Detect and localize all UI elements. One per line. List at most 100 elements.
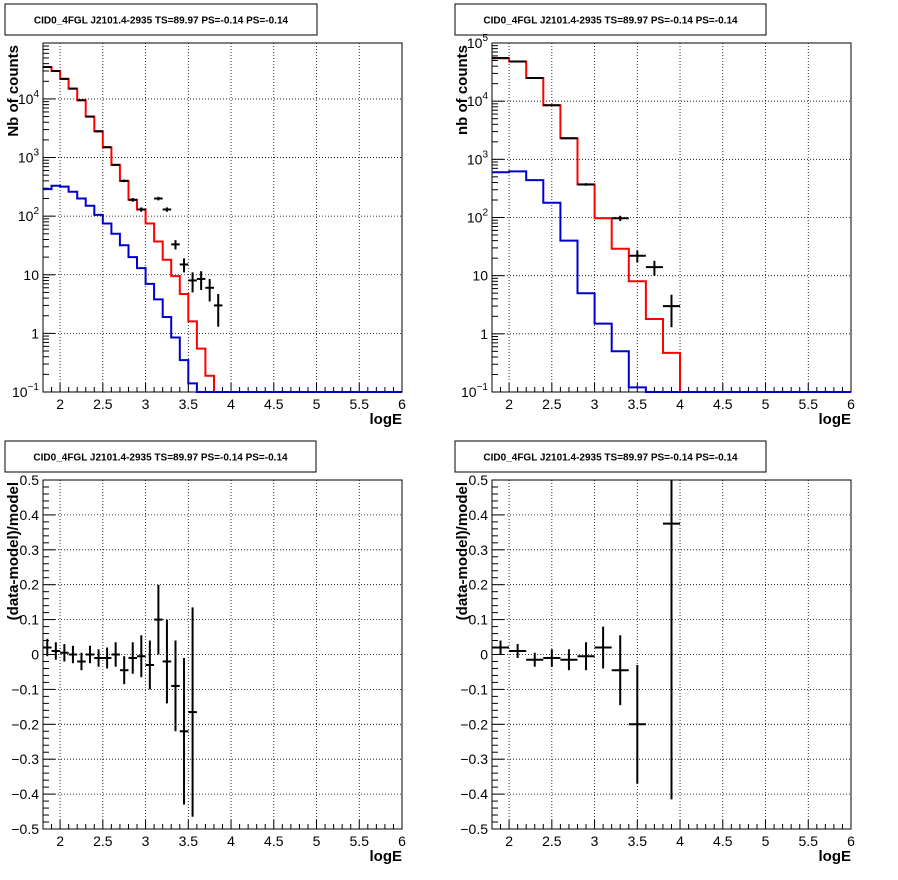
x-tick-label: 6: [398, 396, 406, 412]
data-point: [60, 644, 69, 661]
x-tick-label: 2: [505, 833, 513, 849]
data-point: [120, 180, 129, 183]
y-tick-label: 0: [480, 647, 488, 663]
y-tick-label: 102: [18, 206, 40, 224]
y-tick-label: −0.1: [11, 681, 39, 697]
data-point: [560, 649, 577, 670]
x-tick-label: 5.5: [799, 833, 819, 849]
x-tick-label: 3.5: [179, 833, 199, 849]
data-point: [560, 138, 577, 139]
data-point: [86, 646, 95, 663]
plot-frame: [492, 43, 851, 392]
data-point: [137, 635, 146, 677]
data-point: [188, 272, 197, 292]
data-point: [43, 639, 52, 656]
data-point: [612, 216, 629, 221]
data-point: [120, 656, 129, 684]
data-point: [180, 658, 189, 805]
chart-title: CID0_4FGL J2101.4-2935 TS=89.97 PS=-0.14…: [33, 453, 288, 464]
y-tick-label: 0.4: [469, 507, 489, 523]
x-tick-label: 5: [762, 833, 770, 849]
y-tick-label: 102: [467, 208, 489, 226]
y-tick-label-exponent: 2: [33, 206, 39, 217]
y-tick-label: 10−1: [461, 382, 488, 400]
y-tick-label: 0: [31, 647, 39, 663]
chart-panel-2: CID0_4FGL J2101.4-2935 TS=89.97 PS=-0.14…: [454, 4, 855, 428]
data-point: [595, 627, 612, 669]
data-point: [171, 240, 180, 249]
x-tick-label: 5: [313, 396, 321, 412]
data-point: [577, 642, 594, 670]
data-point: [146, 641, 155, 690]
data-point: [629, 665, 646, 784]
chart-title: CID0_4FGL J2101.4-2935 TS=89.97 PS=-0.14…: [34, 16, 289, 27]
x-tick-label: 3: [142, 833, 150, 849]
y-tick-label: 10−1: [12, 382, 39, 400]
data-point: [137, 207, 146, 211]
x-tick-label: 4: [227, 396, 235, 412]
y-tick-label-exponent: −1: [28, 382, 40, 393]
data-point: [163, 207, 172, 211]
x-tick-label: 3: [591, 833, 599, 849]
y-tick-label: −0.2: [11, 716, 39, 732]
data-point: [543, 649, 560, 666]
data-points: [492, 58, 680, 327]
chart-panel-4: CID0_4FGL J2101.4-2935 TS=89.97 PS=-0.14…: [454, 441, 855, 865]
y-tick-label: 103: [18, 148, 40, 166]
y-tick-label: 1: [480, 326, 488, 342]
y-axis-label: (data-model)/model: [5, 482, 22, 620]
component-model-histogram: [43, 186, 402, 392]
data-point: [205, 279, 214, 302]
y-tick-label: 0.1: [20, 612, 40, 628]
component-model-histogram: [492, 171, 851, 392]
data-point: [77, 653, 86, 670]
x-tick-label: 2.5: [93, 833, 113, 849]
x-tick-label: 4: [676, 833, 684, 849]
chart-panel-3: CID0_4FGL J2101.4-2935 TS=89.97 PS=-0.14…: [5, 441, 406, 865]
x-tick-label: 5: [762, 396, 770, 412]
x-tick-label: 4.5: [264, 833, 284, 849]
data-point: [77, 100, 86, 101]
y-tick-label: 0.3: [20, 542, 40, 558]
x-tick-label: 3.5: [628, 833, 648, 849]
data-point: [111, 164, 120, 166]
y-tick-label-base: 10: [18, 208, 34, 224]
data-point: [163, 620, 172, 704]
data-point: [629, 251, 646, 263]
y-tick-label: 0.1: [469, 612, 489, 628]
y-tick-label-base: 10: [18, 150, 34, 166]
y-tick-label-exponent: 4: [33, 89, 39, 100]
y-tick-label: 1: [31, 325, 39, 341]
y-tick-label-exponent: 5: [482, 33, 488, 44]
data-points: [492, 480, 680, 799]
data-point: [543, 105, 560, 106]
x-tick-label: 4: [676, 396, 684, 412]
y-tick-label: −0.2: [460, 716, 488, 732]
data-point: [128, 198, 137, 202]
data-point: [612, 635, 629, 705]
x-axis-label: logE: [819, 411, 852, 428]
data-point: [128, 642, 137, 673]
x-tick-label: 6: [847, 396, 855, 412]
data-points: [43, 585, 197, 817]
y-tick-label-exponent: 2: [482, 208, 488, 219]
x-axis-label: logE: [819, 848, 852, 865]
y-tick-label-exponent: 3: [33, 148, 39, 159]
y-tick-label: −0.4: [11, 786, 39, 802]
y-tick-label: −0.3: [460, 751, 488, 767]
data-points: [43, 67, 223, 327]
plot-frame: [43, 43, 402, 392]
y-axis-label: (data-model)/model: [454, 482, 471, 620]
chart-title: CID0_4FGL J2101.4-2935 TS=89.97 PS=-0.14…: [483, 16, 738, 27]
x-tick-label: 4.5: [264, 396, 284, 412]
y-tick-label: 0.3: [469, 542, 489, 558]
grid-lines: [492, 43, 851, 392]
x-axis-label: logE: [370, 411, 403, 428]
x-tick-label: 2.5: [542, 396, 562, 412]
chart-title: CID0_4FGL J2101.4-2935 TS=89.97 PS=-0.14…: [483, 453, 738, 464]
x-tick-label: 2: [56, 396, 64, 412]
x-tick-label: 2: [505, 396, 513, 412]
y-tick-label: 0.4: [20, 507, 40, 523]
data-point: [94, 649, 103, 666]
